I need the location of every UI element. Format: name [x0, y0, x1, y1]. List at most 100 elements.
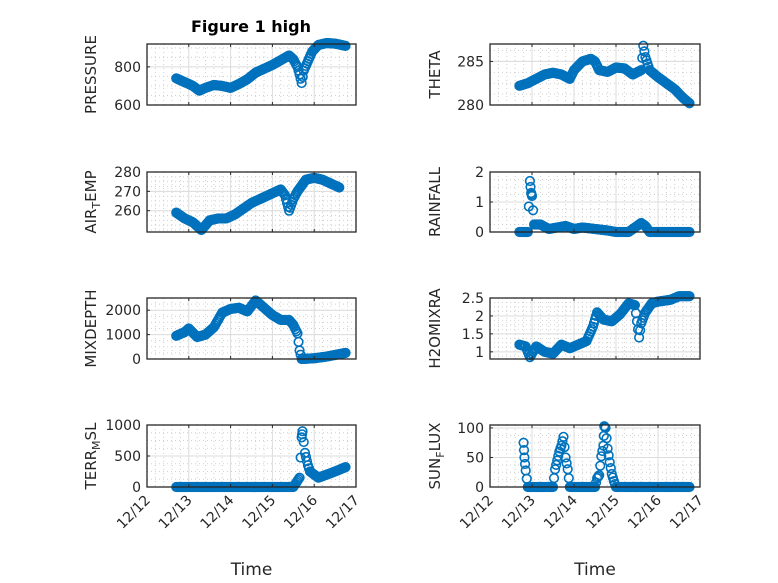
- y-axis-label: TERRMSL: [82, 422, 103, 491]
- y-tick-label: 1.5: [462, 327, 484, 343]
- x-tick-label: 12/12: [114, 493, 154, 533]
- data-point: [278, 188, 289, 199]
- data-point: [561, 458, 572, 469]
- y-tick-label: 260: [114, 204, 141, 220]
- data-point: [593, 471, 604, 482]
- figure-title: Figure 1 high: [191, 17, 311, 36]
- data-point: [518, 437, 529, 448]
- subplot-rainfall: 0 1 2 RAINFALL: [426, 165, 701, 241]
- data-point: [557, 436, 568, 447]
- axes-frame: [489, 424, 701, 488]
- x-tick-label: 12/16: [625, 492, 665, 532]
- y-tick-label: 2: [475, 165, 484, 181]
- y-tick-label: 2.5: [462, 291, 484, 307]
- axes-frame: [146, 297, 357, 360]
- y-axis-label: SUNFLUX: [426, 423, 447, 490]
- data-point: [602, 443, 613, 454]
- scatter-series: [514, 291, 695, 363]
- axes-frame: [146, 43, 357, 106]
- y-tick-label: 1: [475, 345, 484, 361]
- data-point: [684, 291, 695, 302]
- x-tick-label: 12/13: [499, 493, 539, 533]
- data-point: [296, 77, 307, 89]
- y-axis-label: RAINFALL: [426, 166, 444, 237]
- subplot-pressure: 600 800 PRESSURE: [82, 35, 357, 114]
- data-point: [298, 436, 309, 448]
- data-point: [340, 40, 351, 52]
- y-tick-label: 270: [114, 184, 141, 200]
- x-tick-label: 12/14: [198, 492, 238, 532]
- y-tick-label: 50: [466, 450, 484, 466]
- axes-frame: [146, 171, 357, 233]
- data-point: [638, 40, 649, 51]
- scatter-series: [514, 40, 695, 109]
- x-axis-label: Time: [573, 560, 616, 580]
- y-tick-label: 285: [457, 54, 484, 70]
- x-tick-label: 12/12: [457, 493, 497, 533]
- axes-frame: [489, 43, 701, 106]
- data-point: [301, 456, 313, 467]
- data-point: [519, 458, 531, 470]
- data-point: [518, 444, 530, 456]
- data-point: [601, 433, 612, 444]
- x-tick-label: 12/15: [583, 493, 623, 533]
- y-tick-label: 0: [132, 352, 141, 368]
- data-point: [526, 190, 538, 202]
- data-point: [603, 450, 614, 461]
- x-tick-label: 12/14: [541, 492, 581, 532]
- y-axis-label: MIXDEPTH: [82, 289, 100, 367]
- data-point: [293, 474, 304, 485]
- data-point: [596, 451, 607, 462]
- y-tick-label: 280: [114, 165, 141, 181]
- axes-frame: [489, 297, 701, 360]
- y-tick-label: 800: [114, 60, 141, 76]
- y-tick-label: 2: [475, 309, 484, 325]
- y-tick-label: 1000: [105, 328, 141, 344]
- x-tick-label: 12/15: [239, 493, 279, 533]
- y-axis-label: THETA: [426, 50, 444, 100]
- data-point: [595, 460, 606, 471]
- y-tick-label: 280: [457, 98, 484, 114]
- data-point: [558, 431, 569, 442]
- y-tick-label: 0: [132, 480, 141, 496]
- y-axis-label: PRESSURE: [82, 35, 100, 114]
- data-point: [605, 463, 616, 474]
- y-axis-label: H2OMIXRA: [426, 288, 444, 369]
- data-point: [559, 442, 570, 453]
- x-tick-label: 12/13: [156, 493, 196, 533]
- y-tick-label: 100: [457, 421, 484, 437]
- x-tick-label: 12/17: [667, 493, 707, 533]
- data-point: [297, 426, 308, 437]
- subplot-theta: 280 285 THETA: [426, 40, 701, 114]
- y-tick-label: 600: [114, 98, 141, 114]
- data-point: [591, 473, 603, 484]
- data-point: [600, 422, 611, 434]
- data-point: [684, 98, 695, 109]
- scatter-series: [171, 37, 351, 96]
- subplot-air-temp: 260 270 280 AIRTEMP: [82, 165, 357, 236]
- scatter-series: [171, 172, 345, 236]
- y-tick-label: 0: [475, 480, 484, 496]
- y-axis-label: AIRTEMP: [82, 170, 103, 233]
- data-point: [527, 205, 539, 216]
- x-tick-label: 12/17: [323, 493, 363, 533]
- data-point: [524, 175, 536, 187]
- data-point: [633, 332, 645, 343]
- data-point: [340, 462, 351, 473]
- data-point: [294, 472, 305, 483]
- data-point: [334, 182, 345, 193]
- plot-area: [490, 44, 700, 105]
- x-tick-label: 12/16: [281, 492, 321, 532]
- data-point: [340, 347, 351, 359]
- y-tick-label: 2000: [105, 303, 141, 319]
- y-tick-label: 500: [114, 449, 141, 465]
- data-point: [560, 452, 571, 463]
- x-axis-label: Time: [230, 560, 273, 580]
- y-tick-label: 1000: [105, 418, 141, 434]
- subplot-h2omixra: 1 1.5 2 2.5 H2OMIXRA: [426, 288, 701, 369]
- y-tick-label: 1: [475, 195, 484, 211]
- data-point: [604, 457, 615, 468]
- subplot-sun-flux: 0 50 100 SUNFLUX 12/12 12/13 12/14 12/15 12/16 12…: [426, 421, 707, 580]
